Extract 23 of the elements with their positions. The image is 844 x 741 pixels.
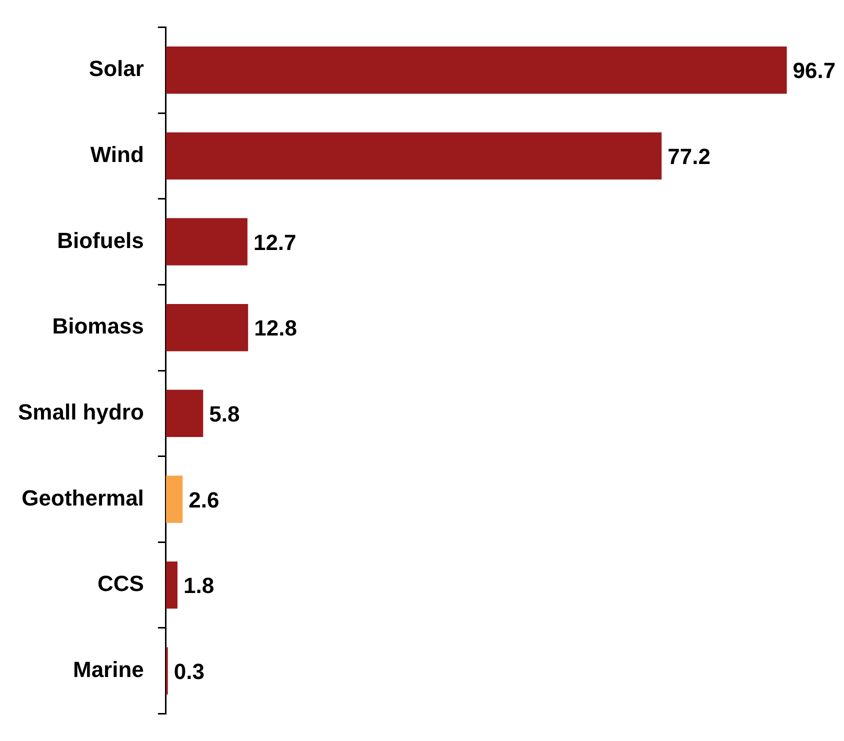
data-label: 0.3 <box>174 658 204 684</box>
bar <box>166 476 183 523</box>
bar <box>166 218 248 266</box>
y-tick-label: Biofuels <box>57 228 144 253</box>
data-label: 12.8 <box>254 316 297 341</box>
data-label: 77.2 <box>668 144 710 169</box>
bar <box>166 46 787 94</box>
y-tick-label: Marine <box>73 656 144 682</box>
bar <box>166 390 204 438</box>
bar <box>166 132 662 180</box>
y-tick-label: Geothermal <box>22 485 144 510</box>
data-label: 2.6 <box>188 487 220 512</box>
data-label: 5.8 <box>209 401 240 426</box>
y-tick-label: CCS <box>97 571 144 596</box>
data-label: 1.8 <box>183 573 214 598</box>
bar <box>166 561 178 609</box>
y-tick-label: Solar <box>88 56 144 82</box>
y-tick-label: Wind <box>90 142 144 167</box>
data-label: 96.7 <box>792 58 836 84</box>
y-tick-label: Small hydro <box>18 399 144 424</box>
bar <box>166 304 248 352</box>
data-label: 12.7 <box>253 230 296 255</box>
y-tick-label: Biomass <box>52 314 144 339</box>
